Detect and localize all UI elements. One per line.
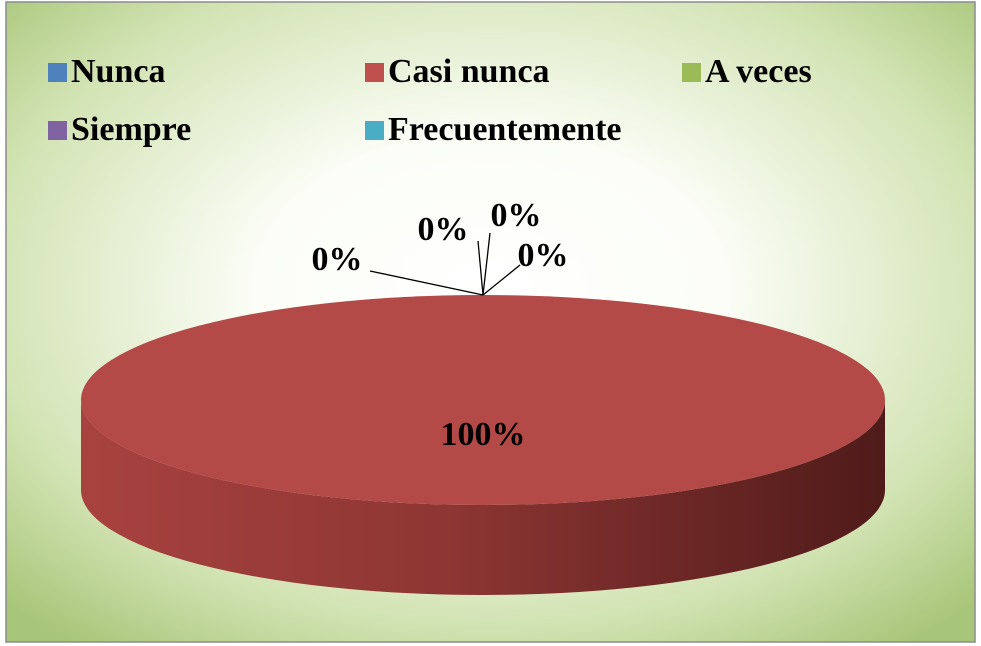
- legend-label: A veces: [705, 53, 812, 90]
- legend-label: Frecuentemente: [388, 111, 621, 148]
- legend-marker: [48, 121, 67, 140]
- legend-label: Siempre: [71, 111, 191, 148]
- legend-marker: [365, 63, 384, 82]
- data-label: 0%: [491, 197, 542, 234]
- legend-label: Casi nunca: [388, 53, 550, 90]
- legend-marker: [682, 63, 701, 82]
- leader-line: [482, 232, 491, 296]
- data-label: 0%: [312, 241, 363, 278]
- data-label: 0%: [418, 211, 469, 248]
- legend-marker: [365, 121, 384, 140]
- leader-line: [369, 270, 484, 296]
- legend-marker: [48, 63, 67, 82]
- data-label: 0%: [518, 237, 569, 274]
- legend-label: Nunca: [71, 53, 165, 90]
- leader-line: [477, 240, 484, 296]
- leader-line: [482, 264, 521, 296]
- slice-side: [81, 400, 885, 595]
- slice: [81, 295, 885, 505]
- data-label: 100%: [441, 416, 526, 453]
